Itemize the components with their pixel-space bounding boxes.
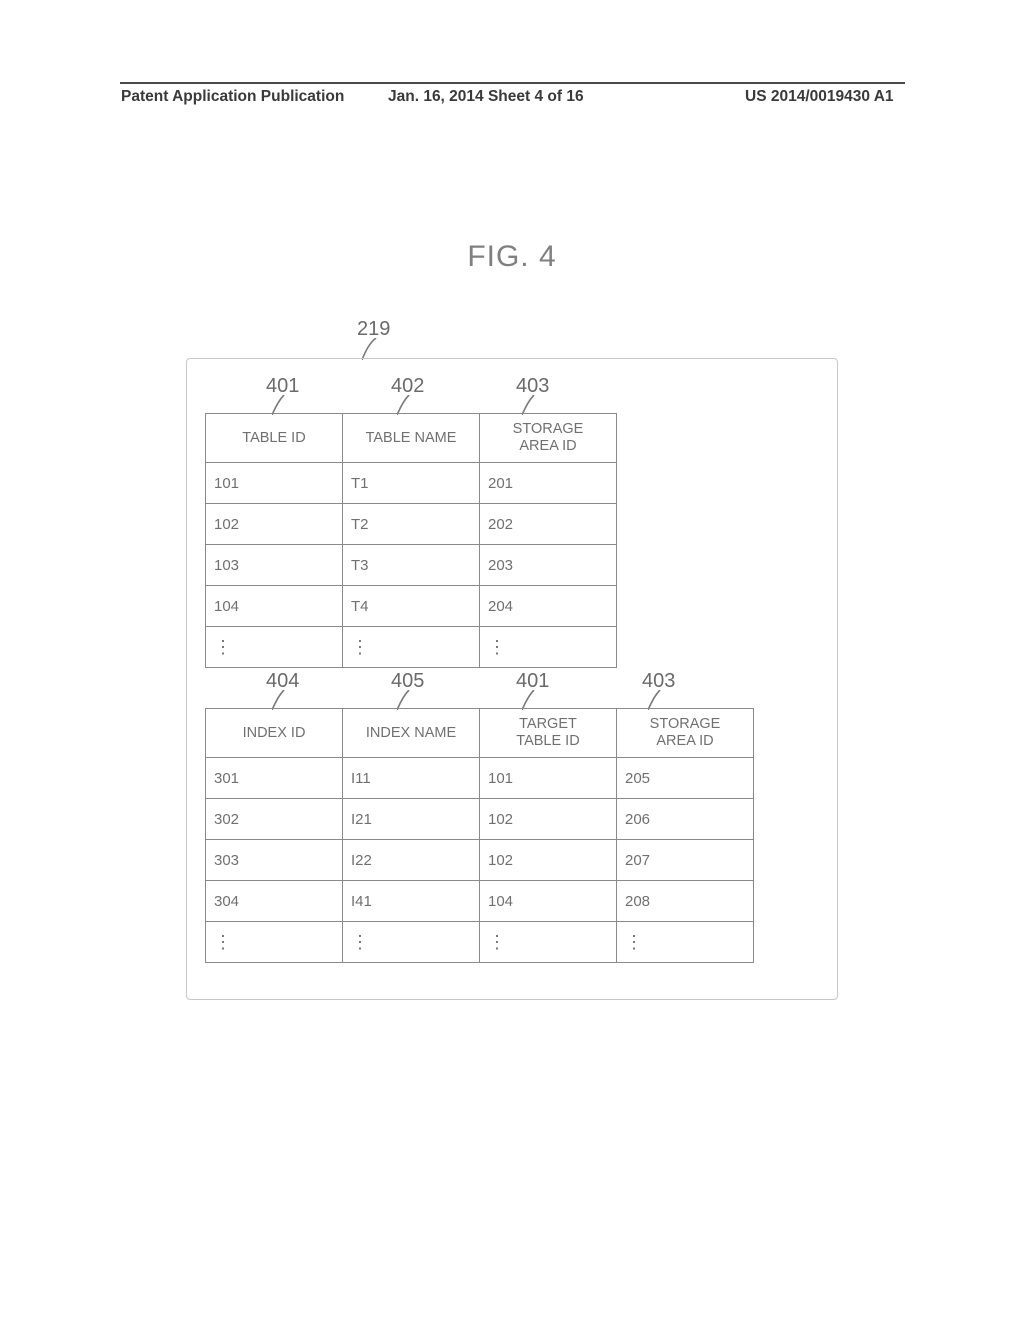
table-row: 101T1201 xyxy=(206,463,617,504)
cell: T3 xyxy=(343,545,480,586)
cell: I41 xyxy=(343,881,480,922)
th-target-table-id: TARGETTABLE ID xyxy=(480,709,617,758)
cell: T1 xyxy=(343,463,480,504)
cell: 302 xyxy=(206,799,343,840)
cell: I11 xyxy=(343,758,480,799)
cell: I21 xyxy=(343,799,480,840)
th-index-id: INDEX ID xyxy=(206,709,343,758)
cell: 102 xyxy=(480,799,617,840)
cell: 104 xyxy=(206,586,343,627)
cell: ⋮ xyxy=(617,922,754,963)
header-right: US 2014/0019430 A1 xyxy=(745,88,894,106)
cell: T2 xyxy=(343,504,480,545)
th-table-id: TABLE ID xyxy=(206,414,343,463)
cell: 201 xyxy=(480,463,617,504)
table-row: ⋮⋮⋮⋮ xyxy=(206,922,754,963)
cell: 101 xyxy=(480,758,617,799)
table-row: 304I41104208 xyxy=(206,881,754,922)
cell: 207 xyxy=(617,840,754,881)
table-row: 103T3203 xyxy=(206,545,617,586)
index-definitions: INDEX ID INDEX NAME TARGETTABLE ID STORA… xyxy=(205,708,754,963)
table-row: ⋮⋮⋮ xyxy=(206,627,617,668)
table-header-row: INDEX ID INDEX NAME TARGETTABLE ID STORA… xyxy=(206,709,754,758)
header-rule xyxy=(120,82,905,84)
cell: ⋮ xyxy=(343,627,480,668)
table-row: 104T4204 xyxy=(206,586,617,627)
cell: 208 xyxy=(617,881,754,922)
cell: 203 xyxy=(480,545,617,586)
cell: 202 xyxy=(480,504,617,545)
th-table-name: TABLE NAME xyxy=(343,414,480,463)
cell: ⋮ xyxy=(343,922,480,963)
cell: 103 xyxy=(206,545,343,586)
cell: 101 xyxy=(206,463,343,504)
cell: ⋮ xyxy=(206,922,343,963)
table-row: 301I11101205 xyxy=(206,758,754,799)
cell: ⋮ xyxy=(480,627,617,668)
cell: 301 xyxy=(206,758,343,799)
cell: I22 xyxy=(343,840,480,881)
cell: 304 xyxy=(206,881,343,922)
th-storage-area-id: STORAGEAREA ID xyxy=(480,414,617,463)
table-row: 102T2202 xyxy=(206,504,617,545)
table-row: 302I21102206 xyxy=(206,799,754,840)
cell: 206 xyxy=(617,799,754,840)
cell: 204 xyxy=(480,586,617,627)
cell: ⋮ xyxy=(480,922,617,963)
cell: 303 xyxy=(206,840,343,881)
cell: 102 xyxy=(206,504,343,545)
header-left: Patent Application Publication xyxy=(121,88,344,106)
cell: 102 xyxy=(480,840,617,881)
cell: ⋮ xyxy=(206,627,343,668)
th-storage-area-id-2: STORAGEAREA ID xyxy=(617,709,754,758)
cell: 205 xyxy=(617,758,754,799)
table-row: 303I22102207 xyxy=(206,840,754,881)
header-center: Jan. 16, 2014 Sheet 4 of 16 xyxy=(388,88,584,106)
table-header-row: TABLE ID TABLE NAME STORAGEAREA ID xyxy=(206,414,617,463)
th-index-name: INDEX NAME xyxy=(343,709,480,758)
cell: T4 xyxy=(343,586,480,627)
table-definitions: TABLE ID TABLE NAME STORAGEAREA ID 101T1… xyxy=(205,413,617,668)
figure-title: FIG. 4 xyxy=(0,240,1024,274)
cell: 104 xyxy=(480,881,617,922)
